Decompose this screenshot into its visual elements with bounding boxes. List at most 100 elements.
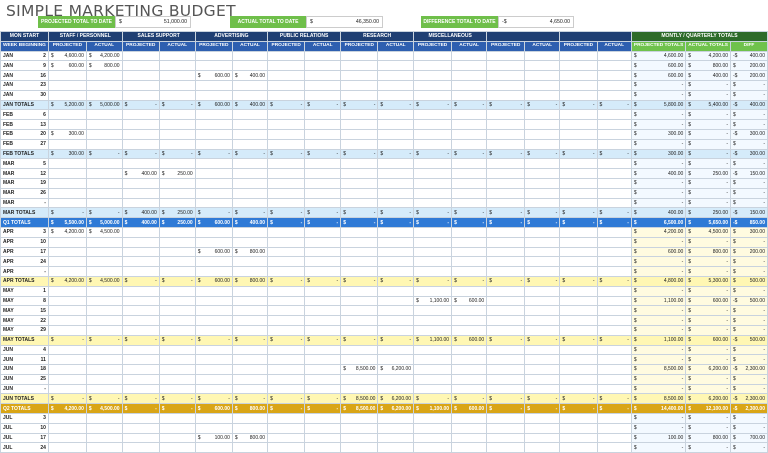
amount-cell[interactable]: $ -: [685, 305, 732, 317]
amount-cell[interactable]: $400.00: [121, 207, 160, 219]
amount-cell[interactable]: [231, 324, 269, 336]
amount-cell[interactable]: [121, 89, 160, 101]
amount-cell[interactable]: $ -: [267, 403, 306, 415]
amount-cell[interactable]: [194, 177, 233, 189]
amount-cell[interactable]: $800.00: [685, 60, 732, 72]
amount-cell[interactable]: $ -: [730, 197, 768, 209]
amount-cell[interactable]: [451, 50, 488, 62]
amount-cell[interactable]: [158, 226, 196, 238]
amount-cell[interactable]: [158, 158, 196, 170]
amount-cell[interactable]: $600.00: [47, 60, 87, 72]
amount-cell[interactable]: $600.00: [194, 403, 233, 415]
amount-cell[interactable]: [267, 413, 306, 424]
amount-cell[interactable]: [85, 413, 123, 424]
amount-cell[interactable]: [194, 50, 233, 62]
amount-cell[interactable]: $600.00: [451, 403, 488, 415]
amount-cell[interactable]: [486, 79, 526, 91]
amount-cell[interactable]: $ -: [596, 393, 632, 405]
amount-cell[interactable]: [524, 295, 561, 307]
amount-cell[interactable]: [158, 344, 196, 356]
amount-cell[interactable]: [304, 138, 342, 150]
amount-cell[interactable]: $4,200.00: [85, 50, 123, 62]
amount-cell[interactable]: [121, 138, 160, 150]
amount-cell[interactable]: [559, 236, 598, 248]
amount-cell[interactable]: [451, 285, 488, 297]
amount-cell[interactable]: $ -: [231, 334, 269, 346]
amount-cell[interactable]: $100.00: [630, 432, 687, 444]
amount-cell[interactable]: $ -: [685, 285, 732, 297]
amount-cell[interactable]: [486, 89, 526, 101]
amount-cell[interactable]: [47, 432, 87, 444]
amount-cell[interactable]: $600.00: [194, 99, 233, 111]
amount-cell[interactable]: $ -: [630, 383, 687, 395]
amount-cell[interactable]: [451, 187, 488, 199]
amount-cell[interactable]: [559, 158, 598, 170]
amount-cell[interactable]: [451, 246, 488, 258]
amount-cell[interactable]: [47, 119, 87, 130]
amount-cell[interactable]: [451, 266, 488, 277]
amount-cell[interactable]: [194, 442, 233, 453]
amount-cell[interactable]: -$ 2,300.00: [730, 364, 768, 375]
amount-cell[interactable]: [524, 442, 561, 453]
amount-cell[interactable]: $ -: [630, 354, 687, 366]
amount-cell[interactable]: $ -: [630, 158, 687, 170]
amount-cell[interactable]: $ -: [730, 158, 768, 170]
amount-cell[interactable]: -$ 2,300.00: [730, 403, 768, 415]
amount-cell[interactable]: $ -: [685, 413, 732, 424]
amount-cell[interactable]: [377, 354, 415, 366]
amount-cell[interactable]: $ -: [596, 403, 632, 415]
amount-cell[interactable]: $ -: [158, 403, 196, 415]
amount-cell[interactable]: [377, 285, 415, 297]
amount-cell[interactable]: [267, 373, 306, 385]
amount-cell[interactable]: [377, 89, 415, 101]
amount-cell[interactable]: $ -: [340, 99, 379, 111]
amount-cell[interactable]: [85, 177, 123, 189]
amount-cell[interactable]: $ -: [685, 197, 732, 209]
amount-cell[interactable]: [340, 89, 379, 101]
amount-cell[interactable]: $ -: [231, 393, 269, 405]
amount-cell[interactable]: [377, 256, 415, 268]
amount-cell[interactable]: $6,200.00: [377, 403, 415, 415]
amount-cell[interactable]: [47, 168, 87, 179]
amount-cell[interactable]: $ -: [451, 217, 488, 228]
amount-cell[interactable]: [413, 383, 453, 395]
amount-cell[interactable]: [47, 442, 87, 453]
amount-cell[interactable]: $ -: [596, 207, 632, 219]
amount-cell[interactable]: [121, 324, 160, 336]
amount-cell[interactable]: [486, 50, 526, 62]
amount-cell[interactable]: [413, 138, 453, 150]
amount-cell[interactable]: [304, 226, 342, 238]
amount-cell[interactable]: $ -: [685, 344, 732, 356]
amount-cell[interactable]: [596, 128, 632, 140]
amount-cell[interactable]: [596, 344, 632, 356]
amount-cell[interactable]: [451, 344, 488, 356]
amount-cell[interactable]: [377, 344, 415, 356]
amount-cell[interactable]: [559, 109, 598, 121]
amount-cell[interactable]: [596, 60, 632, 72]
amount-cell[interactable]: [85, 373, 123, 385]
amount-cell[interactable]: [596, 89, 632, 101]
amount-cell[interactable]: [451, 109, 488, 121]
amount-cell[interactable]: [47, 422, 87, 434]
amount-cell[interactable]: [413, 197, 453, 209]
amount-cell[interactable]: [340, 79, 379, 91]
amount-cell[interactable]: [524, 344, 561, 356]
amount-cell[interactable]: [596, 432, 632, 444]
amount-cell[interactable]: [524, 422, 561, 434]
amount-cell[interactable]: [596, 197, 632, 209]
amount-cell[interactable]: [267, 79, 306, 91]
amount-cell[interactable]: $100.00: [194, 432, 233, 444]
week-beginning-cell[interactable]: JAN 16: [0, 70, 49, 81]
week-beginning-cell[interactable]: APR 10: [0, 236, 49, 248]
week-beginning-cell[interactable]: JAN 9: [0, 60, 49, 72]
amount-cell[interactable]: $4,500.00: [85, 275, 123, 287]
amount-cell[interactable]: $ -: [630, 422, 687, 434]
amount-cell[interactable]: [47, 413, 87, 424]
amount-cell[interactable]: $ -: [730, 177, 768, 189]
week-beginning-cell[interactable]: JUL 10: [0, 422, 49, 434]
amount-cell[interactable]: [47, 109, 87, 121]
amount-cell[interactable]: [486, 60, 526, 72]
amount-cell[interactable]: [304, 432, 342, 444]
week-beginning-cell[interactable]: MAR -: [0, 197, 49, 209]
amount-cell[interactable]: [413, 266, 453, 277]
